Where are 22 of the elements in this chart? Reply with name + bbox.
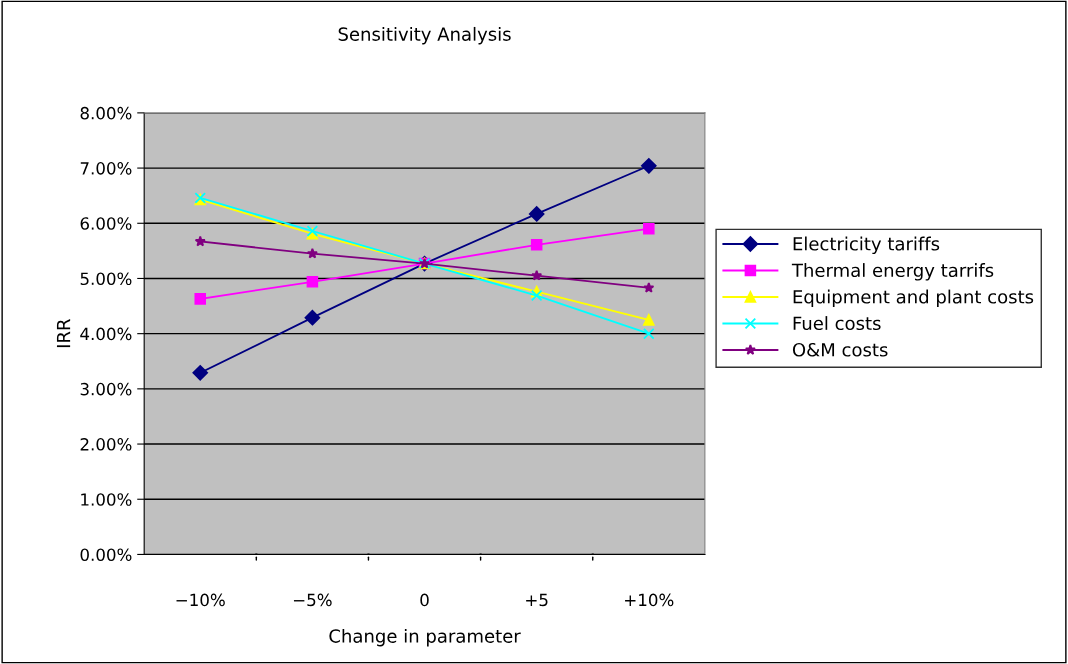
x-axis-title: Change in parameter — [329, 628, 521, 647]
legend-label: Equipment and plant costs — [793, 289, 1034, 308]
y-tick-label: 7.00% — [80, 162, 132, 175]
legend-label: O&M costs — [792, 342, 888, 357]
y-tick-label: 0.00% — [80, 548, 132, 562]
x-tick-label: +5 — [526, 593, 548, 607]
y-tick-label: 1.00% — [81, 493, 132, 506]
legend-label: Thermal energy tarrifs — [791, 263, 994, 281]
x-tick-label: 0 — [420, 593, 429, 607]
y-tick-label: 6.00% — [80, 217, 132, 230]
x-tick-label: +10% — [625, 593, 674, 607]
y-tick-label: 4.00% — [80, 327, 132, 341]
chart-title: Sensitivity Analysis — [338, 26, 511, 45]
x-tick-label: −5% — [293, 593, 332, 607]
x-tick-label: −10% — [176, 593, 225, 607]
y-tick-label: 8.00% — [80, 106, 132, 120]
legend-label: Fuel costs — [793, 316, 881, 331]
y-tick-label: 5.00% — [80, 272, 132, 286]
y-tick-label: 2.00% — [80, 438, 132, 451]
y-tick-label: 3.00% — [80, 382, 132, 396]
legend-label: Electricity tariffs — [793, 236, 940, 255]
y-axis-title: IRR — [56, 318, 71, 348]
